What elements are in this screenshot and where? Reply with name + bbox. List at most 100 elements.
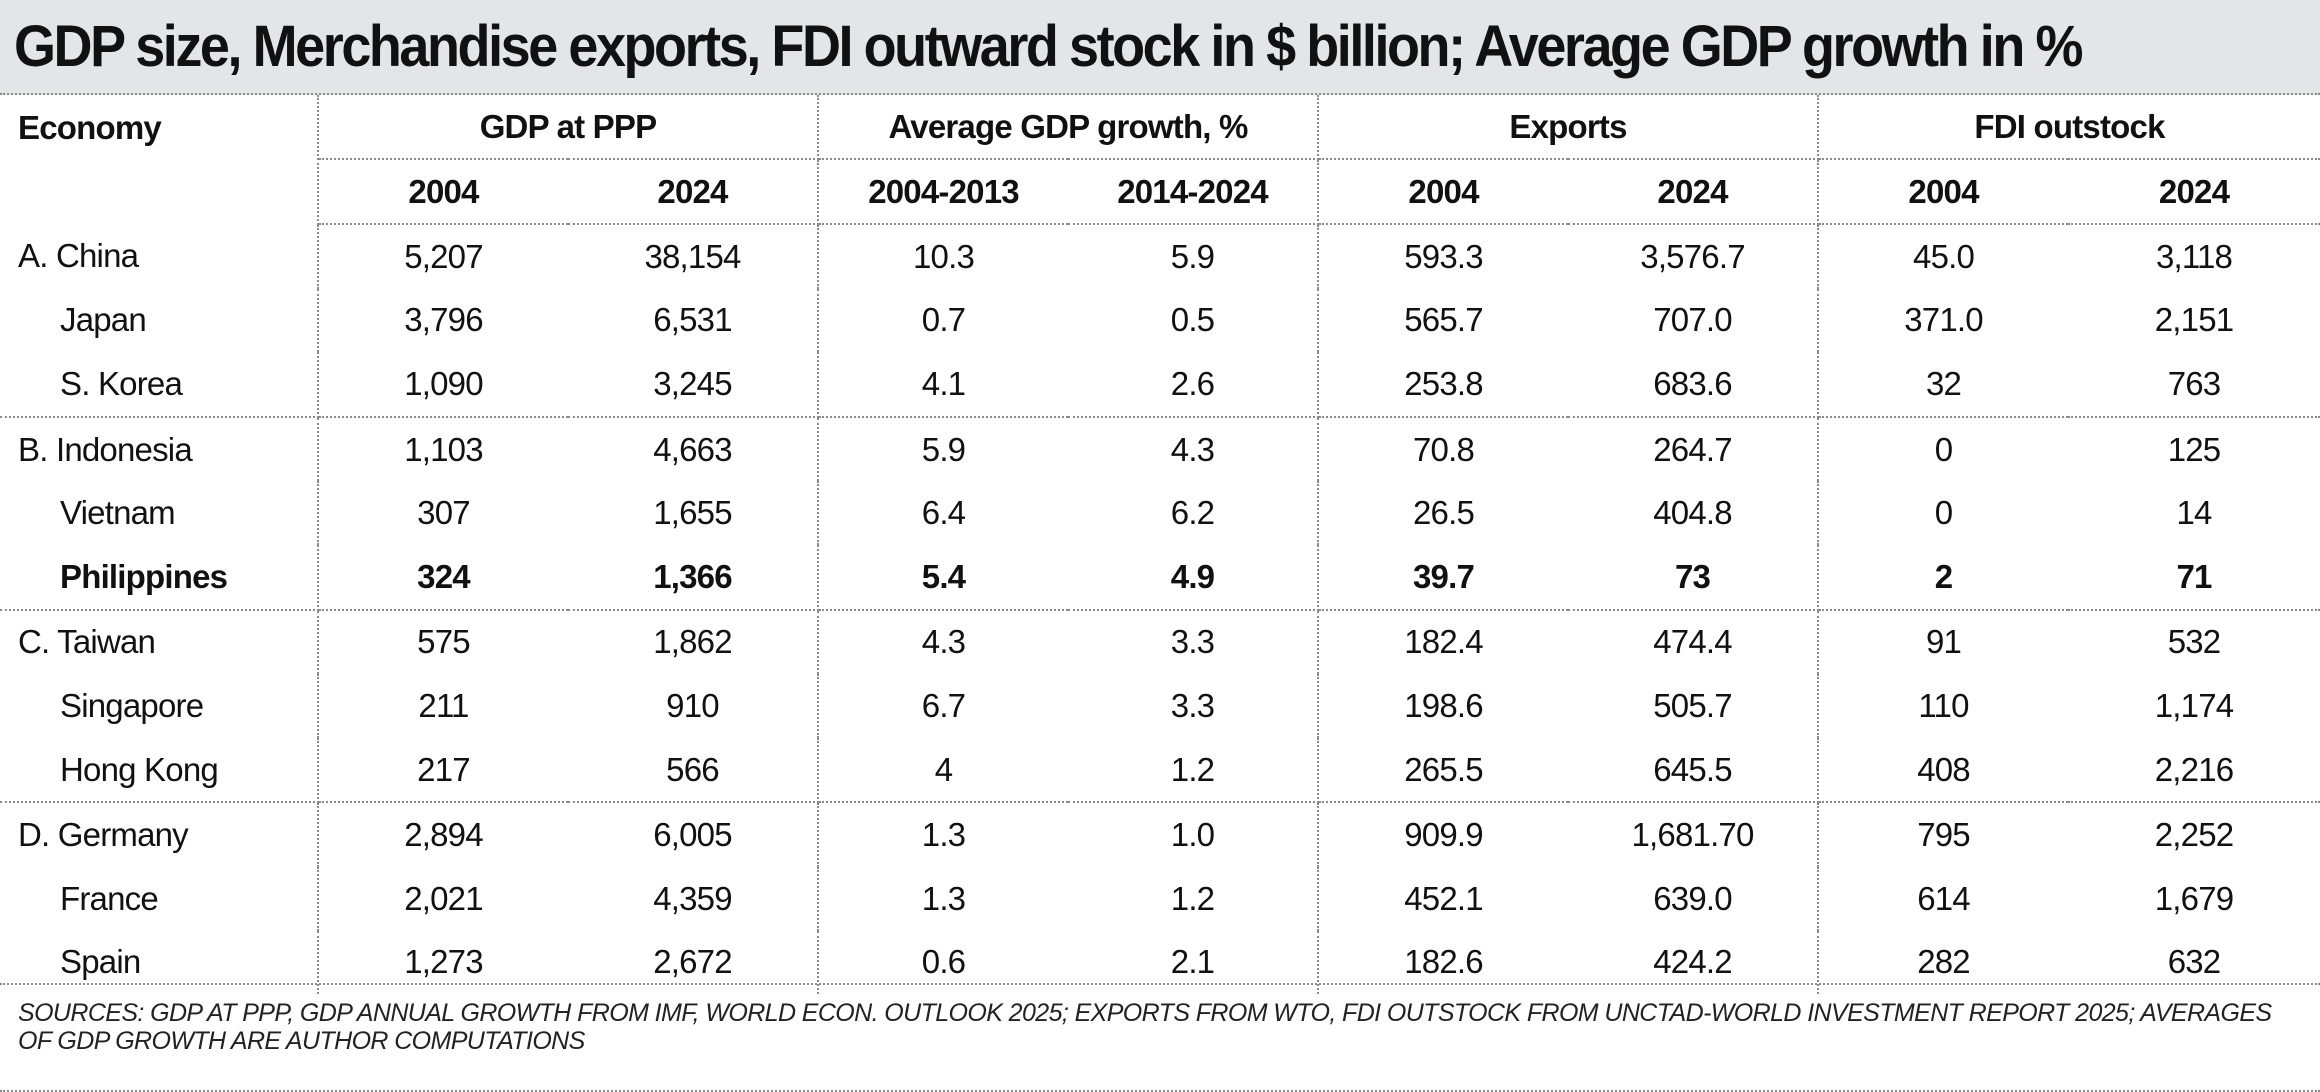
value-cell: 4 <box>818 737 1069 804</box>
value-cell: 1,273 <box>404 943 483 981</box>
data-table: Economy GDP at PPP Average GDP growth, %… <box>0 95 2320 995</box>
value-cell: 5,207 <box>404 237 483 275</box>
title-bar: GDP size, Merchandise exports, FDI outwa… <box>0 0 2320 95</box>
value-cell: 4,359 <box>568 866 820 931</box>
value-cell: 565.7 <box>1404 301 1483 339</box>
value-cell: 198.6 <box>1404 686 1483 724</box>
value-cell: 3,118 <box>2155 237 2233 275</box>
economy-cell: B. Indonesia <box>0 416 319 482</box>
value-cell: 1,862 <box>568 609 820 675</box>
value-cell: 45.0 <box>1913 237 1975 275</box>
value-cell: 110 <box>1918 686 1969 724</box>
value-cell: 763 <box>2068 352 2320 418</box>
value-cell: 264.7 <box>1568 416 1820 482</box>
subheader-gdp-2004: 2004 <box>318 159 568 225</box>
value-cell: 73 <box>1568 544 1820 611</box>
economy-cell: Hong Kong <box>0 737 319 804</box>
value-cell: 0.7 <box>921 301 966 339</box>
value-cell: 3,245 <box>568 352 820 418</box>
group-header-gdp-ppp: GDP at PPP <box>318 95 820 160</box>
value-cell: 795 <box>1917 816 1970 854</box>
subheader-growth-2014-2024: 2014-2024 <box>1068 159 1320 225</box>
value-cell: 2,216 <box>2068 737 2320 804</box>
value-cell: 0 <box>1934 430 1953 468</box>
value-cell: 38,154 <box>568 224 820 289</box>
subheader-fdi-2004: 2004 <box>1818 159 2069 225</box>
table-row: C. Taiwan 575 1,862 4.3 3.3 182.4 474.4 … <box>0 609 2320 675</box>
value-cell: 505.7 <box>1568 674 1820 738</box>
table-row: D. Germany 2,894 6,005 1.3 1.0 909.9 1,6… <box>0 802 2320 867</box>
value-cell: 910 <box>568 674 820 738</box>
table-row: Singapore 211 910 6.7 3.3 198.6 505.7 11… <box>0 674 2320 738</box>
economy-cell: C. Taiwan <box>0 609 319 675</box>
value-cell: 6.7 <box>921 686 966 724</box>
header-row-years: 2004 2024 2004-2013 2014-2024 2004 2024 … <box>0 159 2320 225</box>
subheader-fdi-2024: 2024 <box>2068 159 2320 225</box>
value-cell: 14 <box>2176 494 2212 532</box>
table-row: B. Indonesia 1,103 4,663 5.9 4.3 70.8 26… <box>0 416 2320 482</box>
economy-cell: A. China <box>0 224 319 289</box>
value-cell: 1,655 <box>568 481 820 545</box>
economy-cell: D. Germany <box>0 802 319 867</box>
value-cell: 182.4 <box>1404 623 1483 661</box>
value-cell: 307 <box>417 494 470 532</box>
value-cell: 2,252 <box>2154 816 2234 854</box>
value-cell: 474.4 <box>1568 609 1820 675</box>
sources-text: SOURCES: GDP AT PPP, GDP ANNUAL GROWTH F… <box>18 999 2272 1055</box>
value-cell: 1.2 <box>1068 737 1320 804</box>
value-cell: 639.0 <box>1568 866 1820 931</box>
table-row: S. Korea 1,090 3,245 4.1 2.6 253.8 683.6… <box>0 352 2320 418</box>
value-cell: 1.0 <box>1068 802 1320 867</box>
value-cell: 2 <box>1818 544 2069 611</box>
value-cell: 0 <box>1934 494 1953 532</box>
group-header-exports: Exports <box>1318 95 1820 160</box>
economy-cell: Philippines <box>0 544 319 611</box>
table-row: Vietnam 307 1,655 6.4 6.2 26.5 404.8 0 1… <box>0 481 2320 545</box>
economy-header: Economy <box>0 95 319 224</box>
value-cell: 371.0 <box>1904 301 1983 339</box>
value-cell: 707.0 <box>1568 288 1820 353</box>
value-cell: 5.9 <box>1068 224 1320 289</box>
value-cell: 5.4 <box>818 544 1069 611</box>
value-cell: 1.3 <box>921 879 966 917</box>
value-cell: 91 <box>1925 623 1962 661</box>
value-cell: 211 <box>418 686 469 724</box>
value-cell: 2,151 <box>2154 301 2234 339</box>
subheader-exports-2004: 2004 <box>1318 159 1569 225</box>
chart-title: GDP size, Merchandise exports, FDI outwa… <box>14 14 2083 79</box>
value-cell: 4,663 <box>568 416 820 482</box>
value-cell: 1.2 <box>1068 866 1320 931</box>
value-cell: 26.5 <box>1413 494 1475 532</box>
economy-cell: S. Korea <box>0 352 319 418</box>
value-cell: 70.8 <box>1413 430 1475 468</box>
value-cell: 1.3 <box>921 816 966 854</box>
value-cell: 32 <box>1818 352 2069 418</box>
value-cell: 2,021 <box>404 879 483 917</box>
table-row: A. China 5,207 38,154 10.3 5.9 593.3 3,5… <box>0 224 2320 289</box>
value-cell: 1,679 <box>2154 879 2234 917</box>
value-cell: 6,531 <box>568 288 820 353</box>
value-cell: 4.3 <box>921 623 966 661</box>
group-header-fdi-outstock: FDI outstock <box>1818 95 2320 160</box>
economy-cell: Singapore <box>0 674 319 738</box>
table-row: Hong Kong 217 566 4 1.2 265.5 645.5 408 … <box>0 737 2320 804</box>
value-cell: 0.6 <box>921 943 966 981</box>
value-cell: 452.1 <box>1404 879 1483 917</box>
economy-cell: Japan <box>0 288 319 353</box>
value-cell: 645.5 <box>1568 737 1820 804</box>
value-cell: 4.9 <box>1068 544 1320 611</box>
table-row-highlighted: Philippines 324 1,366 5.4 4.9 39.7 73 2 … <box>0 544 2320 611</box>
value-cell: 0.5 <box>1068 288 1320 353</box>
economy-cell: Vietnam <box>0 481 319 545</box>
value-cell: 404.8 <box>1568 481 1820 545</box>
value-cell: 265.5 <box>1318 737 1569 804</box>
value-cell: 1,174 <box>2154 686 2234 724</box>
value-cell: 4.1 <box>818 352 1069 418</box>
subheader-exports-2024: 2024 <box>1568 159 1820 225</box>
value-cell: 5.9 <box>921 430 966 468</box>
value-cell: 6,005 <box>568 802 820 867</box>
subheader-gdp-2024: 2024 <box>568 159 820 225</box>
value-cell: 125 <box>2167 430 2221 468</box>
value-cell: 614 <box>1917 879 1970 917</box>
